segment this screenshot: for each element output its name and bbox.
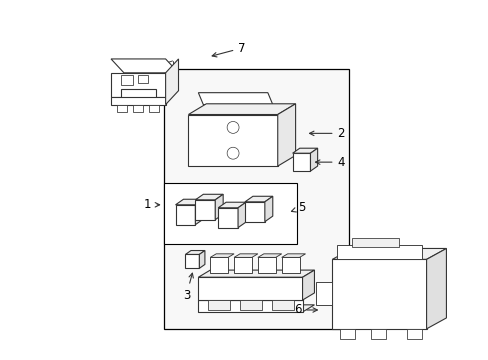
Text: 7: 7 xyxy=(212,41,245,57)
Polygon shape xyxy=(111,96,165,105)
Polygon shape xyxy=(198,305,314,312)
Bar xyxy=(198,300,302,312)
Bar xyxy=(281,257,299,273)
Bar xyxy=(257,257,275,273)
Polygon shape xyxy=(111,59,178,73)
Text: 3: 3 xyxy=(183,273,193,302)
Polygon shape xyxy=(218,202,245,208)
Text: 5: 5 xyxy=(291,201,305,214)
Bar xyxy=(195,200,215,220)
Bar xyxy=(218,208,238,228)
Polygon shape xyxy=(199,251,204,268)
Text: 4: 4 xyxy=(315,156,345,168)
Polygon shape xyxy=(195,194,223,200)
Bar xyxy=(121,75,133,85)
Polygon shape xyxy=(302,270,314,300)
Polygon shape xyxy=(210,254,234,257)
Polygon shape xyxy=(198,270,314,277)
Text: 2: 2 xyxy=(309,127,345,140)
Bar xyxy=(138,75,147,83)
Polygon shape xyxy=(277,104,295,166)
Bar xyxy=(340,329,354,339)
Bar xyxy=(234,257,251,273)
Bar xyxy=(244,202,264,222)
Polygon shape xyxy=(332,248,446,260)
Polygon shape xyxy=(188,104,295,114)
Polygon shape xyxy=(165,59,178,105)
Polygon shape xyxy=(215,194,223,220)
Bar xyxy=(133,105,142,112)
Bar xyxy=(185,255,199,268)
Bar xyxy=(175,205,195,225)
Polygon shape xyxy=(195,199,203,225)
Polygon shape xyxy=(316,282,332,305)
Bar xyxy=(163,183,296,244)
Bar xyxy=(271,300,293,310)
Bar xyxy=(188,114,277,166)
Bar xyxy=(117,105,127,112)
Polygon shape xyxy=(292,148,317,153)
Bar xyxy=(332,260,426,329)
Bar xyxy=(163,69,348,329)
Polygon shape xyxy=(257,254,281,257)
Bar xyxy=(351,238,398,247)
Polygon shape xyxy=(198,93,272,105)
Polygon shape xyxy=(244,196,272,202)
Polygon shape xyxy=(264,196,272,222)
Text: 6: 6 xyxy=(293,303,317,316)
Text: 1: 1 xyxy=(143,198,159,211)
Polygon shape xyxy=(234,254,257,257)
Bar xyxy=(406,329,421,339)
Bar xyxy=(198,277,302,300)
Polygon shape xyxy=(111,73,165,96)
Polygon shape xyxy=(238,202,245,228)
Bar xyxy=(292,153,310,171)
Polygon shape xyxy=(310,148,317,171)
Polygon shape xyxy=(426,248,446,329)
Polygon shape xyxy=(175,199,203,205)
Polygon shape xyxy=(185,251,204,255)
Bar xyxy=(240,300,262,310)
Bar xyxy=(370,329,385,339)
Bar xyxy=(210,257,228,273)
Polygon shape xyxy=(281,254,305,257)
Bar xyxy=(337,246,421,260)
Bar xyxy=(208,300,230,310)
Bar xyxy=(148,105,158,112)
